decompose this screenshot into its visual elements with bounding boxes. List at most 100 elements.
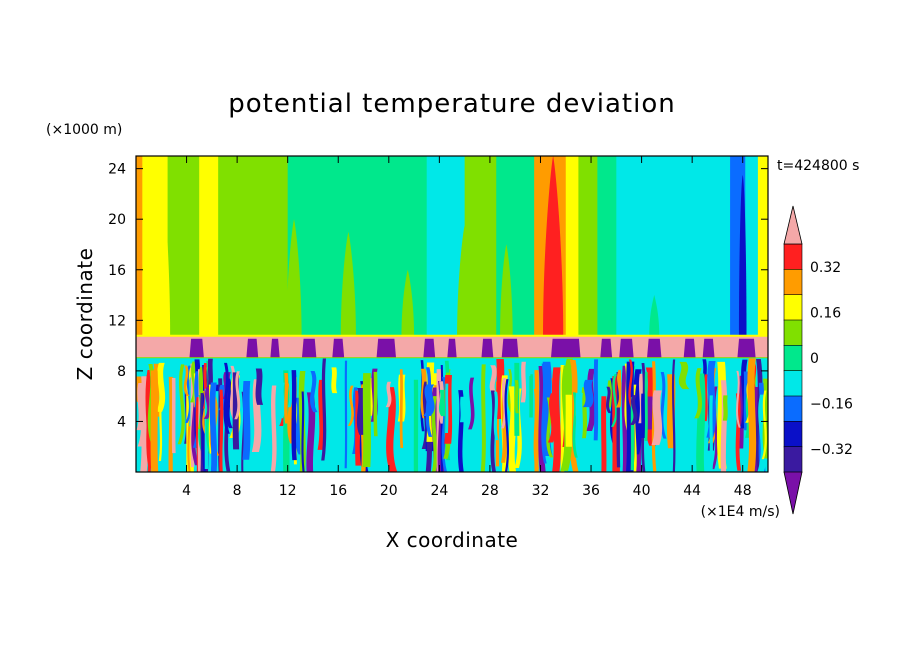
colorbar-segment xyxy=(783,294,803,321)
y-tick-label: 24 xyxy=(108,162,126,178)
heatmap-plume xyxy=(543,156,564,337)
colorbar-segment xyxy=(783,370,803,397)
band-cell xyxy=(737,338,756,363)
band-cell xyxy=(599,338,613,363)
convective-strand xyxy=(722,395,728,421)
convective-strand xyxy=(223,362,230,434)
heatmap-plume xyxy=(457,225,473,337)
heatmap-column xyxy=(167,156,200,338)
convective-strand xyxy=(183,365,190,397)
convective-strand xyxy=(321,358,327,461)
x-axis-label: X coordinate xyxy=(386,528,519,552)
convective-strand xyxy=(177,364,185,445)
convective-strand xyxy=(158,397,163,461)
heatmap-plume xyxy=(500,244,513,337)
heatmap-plume xyxy=(340,231,356,337)
colorbar-label: −0.32 xyxy=(810,442,853,458)
convective-strand xyxy=(628,359,635,410)
convective-strand xyxy=(493,391,499,441)
convective-strand xyxy=(529,375,533,418)
convective-strand xyxy=(287,364,293,408)
convective-strand xyxy=(761,390,767,460)
heatmap-column xyxy=(136,156,143,338)
convective-strand xyxy=(736,370,741,428)
convective-strand xyxy=(678,361,690,390)
x-tick-label: 4 xyxy=(182,483,191,499)
convective-strand xyxy=(644,372,648,441)
convective-strand xyxy=(399,369,404,448)
band-cell xyxy=(189,338,205,363)
convective-strand xyxy=(234,371,241,420)
x-tick-label: 36 xyxy=(582,483,600,499)
band-cell xyxy=(376,338,397,363)
convective-strand xyxy=(331,367,338,394)
band-cell xyxy=(331,338,345,363)
heatmap-column xyxy=(578,156,598,338)
convective-strand xyxy=(533,389,539,469)
plot-frame xyxy=(135,155,769,473)
band-cell xyxy=(702,338,715,363)
convective-strand xyxy=(373,371,378,437)
y-tick-label: 4 xyxy=(117,414,126,430)
x-tick-label: 16 xyxy=(329,483,347,499)
y-tick-label: 8 xyxy=(117,364,126,380)
heatmap-plot-area xyxy=(136,156,768,472)
colorbar-label: 0 xyxy=(810,351,819,367)
convective-strand xyxy=(480,364,486,472)
convective-strand xyxy=(582,379,594,408)
convective-strand xyxy=(284,373,289,424)
convective-strand xyxy=(347,385,354,426)
colorbar-segment xyxy=(783,421,803,448)
heatmap-plume xyxy=(201,174,215,337)
convective-strand xyxy=(445,383,449,433)
convective-strand xyxy=(504,379,510,472)
convective-strand xyxy=(575,392,583,440)
convective-strand xyxy=(601,396,607,472)
x-axis-ticks: 4 8 12 16 20 24 28 32 36 40 44 48 xyxy=(182,156,752,499)
convective-strand xyxy=(291,370,297,461)
x-tick-label: 28 xyxy=(481,483,499,499)
convective-strand xyxy=(219,389,224,472)
convective-strand xyxy=(362,373,371,467)
band-cell xyxy=(550,338,581,363)
x-axis-unit: (×1E4 m/s) xyxy=(701,504,780,520)
heatmap-plume xyxy=(401,269,415,337)
convective-strand xyxy=(610,374,618,427)
colorbar-segment xyxy=(783,395,803,422)
x-tick-label: 24 xyxy=(430,483,448,499)
convective-strand xyxy=(431,396,438,472)
colorbar: 0.32 0.16 0 −0.16 −0.32 xyxy=(783,205,853,515)
heatmap-column xyxy=(597,156,617,338)
convective-strand xyxy=(694,368,702,419)
colorbar-segment xyxy=(783,446,803,473)
band-cell xyxy=(646,338,662,363)
convective-strand xyxy=(209,382,218,472)
colorbar-bottom-arrow xyxy=(783,471,803,515)
band-cell xyxy=(422,338,436,363)
colorbar-segment xyxy=(783,269,803,296)
heatmap-column xyxy=(745,156,759,338)
x-tick-label: 44 xyxy=(683,483,701,499)
colorbar-segment xyxy=(783,345,803,372)
convective-strand xyxy=(671,359,676,472)
convective-strand xyxy=(310,371,318,413)
convective-strand xyxy=(630,397,635,471)
band-cell xyxy=(245,338,259,363)
convective-strand xyxy=(171,378,176,454)
x-tick-label: 8 xyxy=(233,483,242,499)
convective-strand xyxy=(500,377,507,429)
heatmap-plume xyxy=(152,168,171,337)
convective-strand xyxy=(386,387,398,472)
band-upper-edge xyxy=(136,334,768,338)
convective-strand xyxy=(541,363,547,464)
convective-strand xyxy=(242,381,251,460)
band-cell xyxy=(301,338,317,363)
convective-strand xyxy=(489,365,499,396)
convective-strand xyxy=(136,383,147,431)
x-tick-label: 48 xyxy=(734,483,752,499)
convective-strand xyxy=(629,395,638,425)
band-cell xyxy=(683,338,696,363)
convective-strand xyxy=(344,360,348,469)
convective-strand xyxy=(547,393,557,443)
